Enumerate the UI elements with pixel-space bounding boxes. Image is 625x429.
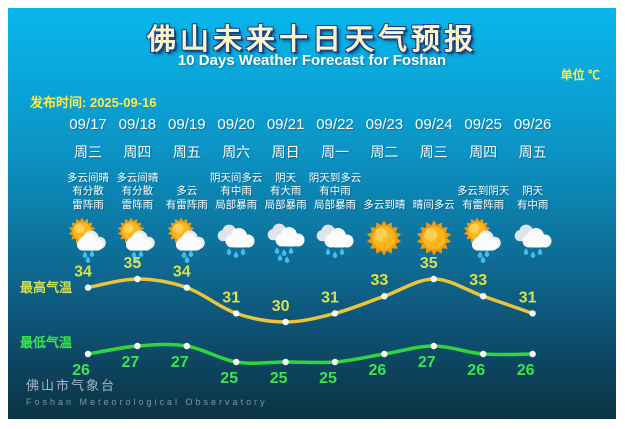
sunny-icon <box>416 220 451 256</box>
weather-desc-line: 有分散 <box>72 185 104 197</box>
forecast-column-09/24: 09/24 周三晴间多云 <box>402 8 466 419</box>
cloud-rain-icon <box>316 224 354 258</box>
weekday-label: 周三 <box>74 144 102 160</box>
weather-desc-line: 多云到晴 <box>363 198 406 211</box>
weather-desc-line: 有中雨 <box>220 185 252 197</box>
weekday-label: 周二 <box>370 144 399 160</box>
cloud-rain-icon <box>217 224 255 258</box>
date-label: 09/22 <box>316 116 354 133</box>
weather-desc: 阴天到多云 有中雨 局部暴雨 <box>303 168 367 212</box>
date-label: 09/17 <box>69 116 107 133</box>
forecast-column-09/17: 09/17 周三多云间晴 有分散 雷阵雨 <box>56 8 120 419</box>
weather-icon-box <box>155 217 219 263</box>
footer: 佛山市气象台 Foshan Meteorological Observatory <box>26 375 268 407</box>
weather-desc: 阴天间多云 有中雨 局部暴雨 <box>204 168 268 212</box>
weather-desc-line: 局部暴雨 <box>314 198 356 211</box>
weather-icon-box <box>352 217 416 263</box>
high-temp-series-label: 最高气温 <box>20 280 73 295</box>
low-temp-series-label: 最低气温 <box>20 335 73 350</box>
weather-desc-line: 晴间多云 <box>412 198 455 211</box>
publish-date: 2025-09-16 <box>89 95 157 110</box>
weather-icon-box <box>56 217 120 263</box>
date-label: 09/19 <box>168 116 206 133</box>
forecast-column-09/26: 09/26 周五阴天 有中雨 <box>501 8 565 419</box>
weather-icon-box <box>204 217 268 263</box>
sun-cloud-rain-icon <box>118 217 156 263</box>
weather-desc-line: 阴天 <box>275 171 297 184</box>
weather-desc: 阴天 有中雨 <box>501 168 565 212</box>
forecast-column-09/19: 09/19 周五多云 有雷阵雨 <box>155 8 219 419</box>
weekday-label: 周三 <box>419 144 448 160</box>
weather-desc-line: 有中雨 <box>319 185 351 197</box>
weather-desc-line: 有中雨 <box>516 198 549 211</box>
date-label: 09/20 <box>217 116 255 133</box>
unit-label: 单位 ℃ <box>560 68 600 82</box>
weekday-label: 周一 <box>321 144 349 160</box>
weather-icon-box <box>303 217 367 263</box>
weather-desc: 多云间晴 有分散 雷阵雨 <box>105 168 169 212</box>
date-label: 09/18 <box>118 116 157 133</box>
publish-label: 发布时间: <box>30 95 87 110</box>
weather-desc-line: 雷阵雨 <box>72 198 104 211</box>
page-title: 佛山未来十日天气预报 <box>146 24 477 56</box>
date-label: 09/23 <box>365 116 404 133</box>
weather-desc-line: 阴天间多云 <box>209 171 263 184</box>
weekday-label: 周五 <box>518 144 547 160</box>
weather-desc: 晴间多云 <box>402 168 466 212</box>
weather-desc-line: 多云到阴天 <box>456 185 510 197</box>
weather-icon-box <box>501 217 565 263</box>
weather-desc-line: 多云间晴 <box>67 171 109 184</box>
forecast-column-09/25: 09/25 周四多云到阴天 有雷阵雨 <box>451 8 515 419</box>
weather-desc: 阴天 有大雨 局部暴雨 <box>254 168 318 212</box>
date-label: 09/26 <box>513 116 552 133</box>
sunny-icon <box>367 220 402 256</box>
weekday-label: 周五 <box>172 144 201 160</box>
weather-desc-line: 阴天 <box>522 185 544 197</box>
weather-desc-line: 有雷阵雨 <box>165 198 208 211</box>
page-subtitle: 10 Days Weather Forecast for Foshan <box>177 52 447 69</box>
weather-desc: 多云间晴 有分散 雷阵雨 <box>56 168 120 212</box>
sun-cloud-rain-icon <box>463 217 501 263</box>
weather-icon-box <box>402 217 466 263</box>
forecast-column-09/18: 09/18 周四多云间晴 有分散 雷阵雨 <box>105 8 169 419</box>
weather-desc-line: 多云 <box>176 185 198 197</box>
weather-desc-line: 阴天到多云 <box>308 171 362 184</box>
forecast-column-09/22: 09/22 周一阴天到多云 有中雨 局部暴雨 <box>303 8 367 419</box>
weekday-label: 周六 <box>222 144 251 160</box>
sun-cloud-rain-icon <box>167 217 205 263</box>
forecast-column-09/23: 09/23 周二多云到晴 <box>352 8 416 419</box>
observatory-name-en: Foshan Meteorological Observatory <box>26 397 268 407</box>
observatory-name-cn: 佛山市气象台 <box>26 378 117 393</box>
sun-cloud-rain-icon <box>68 217 106 263</box>
weather-desc-line: 有分散 <box>121 185 154 197</box>
weather-desc-line: 有雷阵雨 <box>462 198 505 211</box>
forecast-column-09/21: 09/21 周日阴天 有大雨 局部暴雨 <box>254 8 318 419</box>
weather-desc-line: 局部暴雨 <box>215 198 258 211</box>
cloud-rain-icon <box>514 224 552 258</box>
weather-desc: 多云到阴天 有雷阵雨 <box>451 168 515 212</box>
weekday-label: 周日 <box>271 144 300 160</box>
weather-desc-line: 多云间晴 <box>116 171 159 184</box>
weather-desc-line: 雷阵雨 <box>121 198 154 211</box>
weekday-label: 周四 <box>123 144 152 160</box>
date-label: 09/21 <box>266 116 305 133</box>
weekday-label: 周四 <box>469 144 498 160</box>
weather-icon-box <box>451 217 515 263</box>
weather-desc-line: 局部暴雨 <box>264 198 307 211</box>
weather-desc-line: 有大雨 <box>269 185 302 197</box>
forecast-column-09/20: 09/20 周六阴天间多云 有中雨 局部暴雨 <box>204 8 268 419</box>
weather-desc: 多云到晴 <box>352 168 416 212</box>
weather-icon-box <box>254 217 318 263</box>
date-label: 09/24 <box>415 116 453 133</box>
weather-desc: 多云 有雷阵雨 <box>155 168 219 212</box>
weather-icon-box <box>105 217 169 263</box>
cloud-heavy-rain-icon <box>267 223 305 263</box>
date-label: 09/25 <box>464 116 502 133</box>
forecast-panel: 佛山未来十日天气预报 10 Days Weather Forecast for … <box>8 8 616 419</box>
publish-time: 发布时间: 2025-09-16 <box>30 92 156 111</box>
